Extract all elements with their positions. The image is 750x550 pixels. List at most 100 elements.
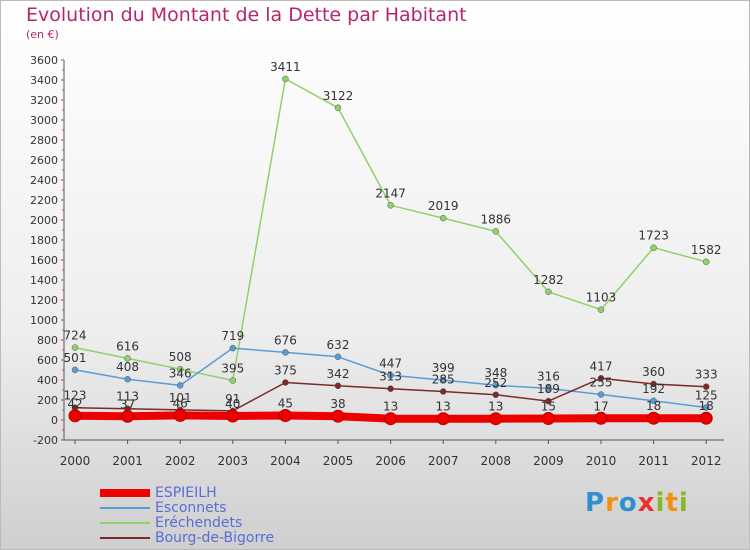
- data-label: 192: [642, 382, 665, 396]
- data-point: [124, 375, 131, 383]
- data-point: [334, 382, 342, 390]
- data-point: [647, 411, 661, 425]
- y-tick-label: 3200: [30, 94, 58, 107]
- chart-unit: (en €): [26, 28, 59, 41]
- legend-label: Bourg-de-Bigorre: [155, 530, 275, 546]
- data-label: 2019: [428, 199, 459, 213]
- logo-letter: i: [678, 488, 689, 518]
- data-label: 632: [327, 338, 350, 352]
- logo-letter: t: [665, 488, 679, 518]
- data-label: 719: [221, 329, 244, 343]
- data-point: [334, 353, 342, 361]
- data-label: 40: [225, 397, 240, 411]
- data-point: [702, 404, 710, 411]
- data-label: 45: [278, 397, 293, 411]
- legend-swatch: [100, 522, 150, 524]
- data-point: [702, 258, 710, 266]
- data-label: 15: [541, 400, 556, 414]
- data-point: [282, 349, 289, 356]
- data-label: 189: [537, 382, 560, 396]
- y-tick-label: 2800: [30, 134, 58, 147]
- data-label: 313: [379, 370, 402, 384]
- data-point: [334, 104, 342, 112]
- x-tick-label: 2001: [112, 454, 143, 468]
- data-point: [124, 355, 131, 362]
- data-label: 3411: [270, 60, 301, 74]
- proxiti-logo: Proxiti: [585, 488, 689, 518]
- data-point: [541, 412, 555, 425]
- x-tick-label: 2010: [586, 454, 617, 468]
- data-label: 13: [383, 400, 398, 414]
- y-tick-label: 800: [37, 334, 58, 347]
- legend-swatch: [100, 537, 150, 539]
- legend-swatch: [100, 507, 150, 509]
- data-point: [331, 409, 345, 423]
- data-label: 101: [169, 391, 192, 405]
- data-point: [699, 411, 713, 425]
- data-point: [439, 214, 447, 222]
- data-label: 1723: [638, 229, 669, 243]
- data-label: 724: [64, 329, 87, 343]
- logo-letter: i: [655, 488, 666, 518]
- data-label: 348: [484, 366, 507, 380]
- data-point: [489, 412, 503, 426]
- data-point: [387, 372, 394, 379]
- data-label: 113: [116, 390, 139, 404]
- data-label: 18: [699, 399, 714, 413]
- data-point: [121, 409, 135, 423]
- data-point: [702, 383, 710, 390]
- y-tick-label: 3400: [30, 74, 58, 87]
- x-tick-label: 2009: [533, 454, 564, 468]
- data-label: 676: [274, 333, 297, 347]
- data-point: [545, 385, 552, 392]
- y-tick-label: 2400: [30, 174, 58, 187]
- y-tick-label: 0: [51, 414, 58, 427]
- data-label: 18: [646, 399, 661, 413]
- data-point: [71, 366, 79, 374]
- data-point: [436, 412, 450, 426]
- chart-title: Evolution du Montant de la Dette par Hab…: [26, 4, 467, 26]
- x-tick-label: 2003: [218, 454, 249, 468]
- data-point: [492, 391, 500, 399]
- data-label: 395: [221, 362, 244, 376]
- data-point: [282, 75, 289, 83]
- y-tick-label: 400: [37, 374, 58, 387]
- data-point: [71, 344, 79, 351]
- x-tick-label: 2000: [60, 454, 91, 468]
- data-label: 417: [590, 359, 613, 373]
- data-label: 1886: [481, 212, 512, 226]
- data-label: 316: [537, 369, 560, 383]
- data-label: 399: [432, 361, 455, 375]
- data-point: [594, 411, 608, 425]
- data-label: 508: [169, 350, 192, 364]
- data-label: 38: [330, 397, 345, 411]
- series-line-er-chendets: [74, 78, 707, 382]
- data-point: [439, 388, 447, 395]
- data-label: 1282: [533, 273, 564, 287]
- data-point: [439, 376, 447, 384]
- y-tick-label: 1000: [30, 314, 58, 327]
- data-point: [650, 397, 657, 405]
- data-point: [492, 381, 500, 389]
- data-label: 42: [67, 397, 82, 411]
- data-label: 375: [274, 364, 297, 378]
- data-label: 46: [173, 396, 188, 410]
- data-point: [492, 228, 500, 235]
- y-tick-label: 1200: [30, 294, 58, 307]
- x-tick-label: 2007: [428, 454, 459, 468]
- data-point: [545, 288, 552, 296]
- data-label: 255: [590, 376, 613, 390]
- legend-label: Esconnets: [155, 500, 227, 516]
- data-label: 447: [379, 356, 402, 370]
- data-label: 342: [327, 367, 350, 381]
- data-label: 360: [642, 365, 665, 379]
- legend-swatch: [100, 489, 150, 497]
- data-label: 408: [116, 360, 139, 374]
- y-tick-label: 1600: [30, 254, 58, 267]
- data-point: [176, 382, 184, 389]
- legend-label: Eréchendets: [155, 515, 243, 531]
- data-label: 125: [695, 389, 718, 403]
- logo-letter: o: [618, 488, 638, 518]
- data-point: [387, 385, 394, 392]
- y-tick-label: 3600: [30, 54, 58, 67]
